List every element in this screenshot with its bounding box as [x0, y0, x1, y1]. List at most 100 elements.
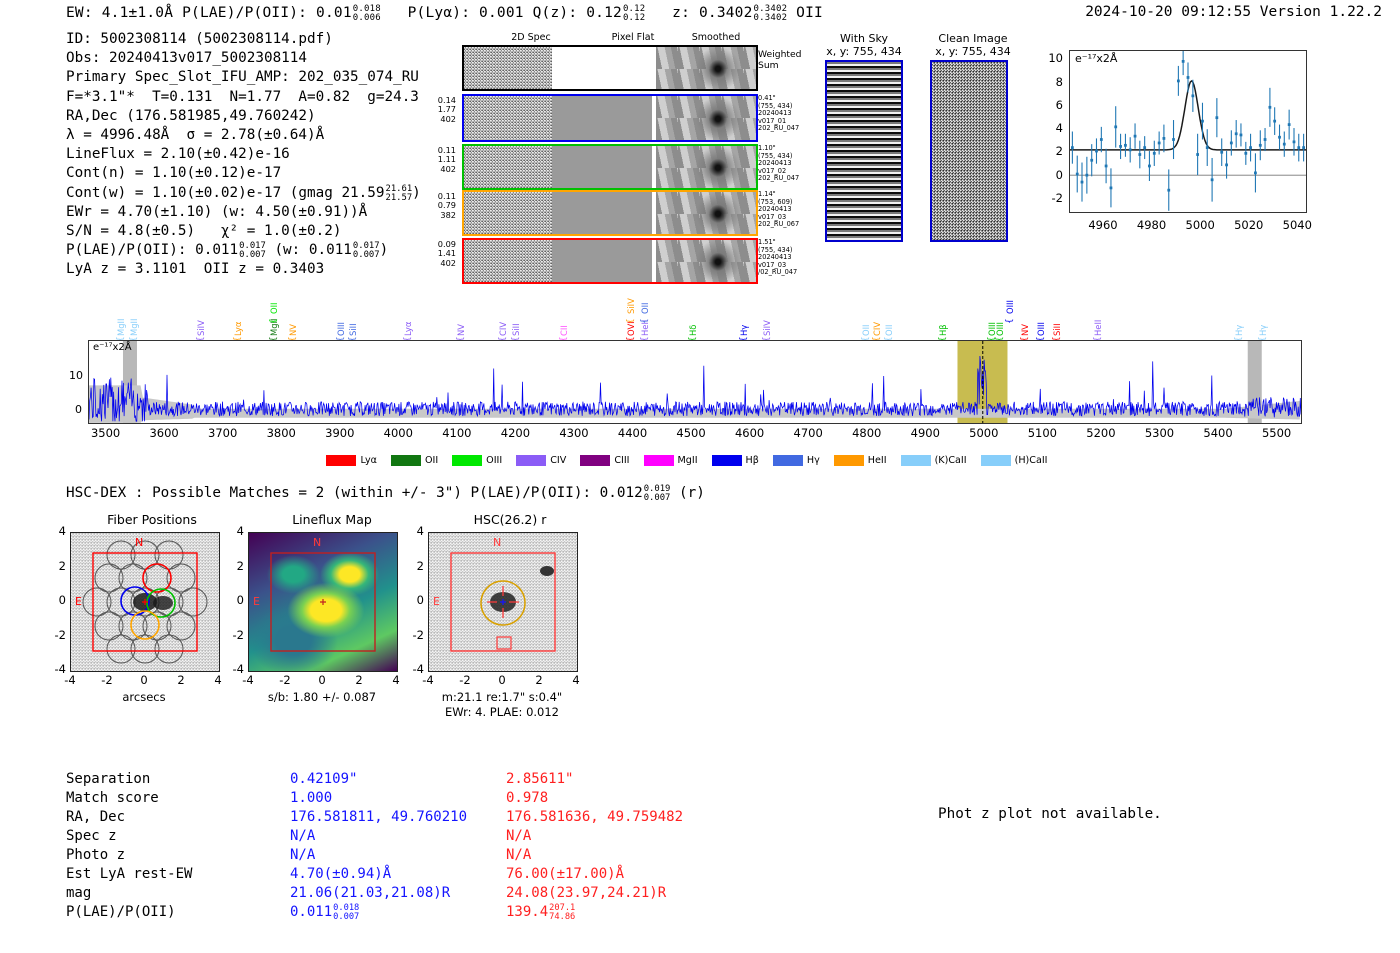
cutout-xtick: 0 [318, 673, 326, 687]
cutout-ytick: 4 [58, 524, 66, 538]
full-spectrum-ytick-0: 0 [75, 403, 82, 416]
spec2d-cell-pixelflat [552, 192, 652, 234]
cutout-caption-with-sky: With Sky x, y: 755, 434 [826, 32, 902, 58]
catalog-cell: N/A [506, 828, 532, 844]
emission-line-label: OII [639, 302, 650, 314]
zoom1d-svg [1070, 47, 1306, 211]
catalog-row-label: RA, Dec [66, 809, 126, 825]
header-ew-plae: EW: 4.1±1.0Å P(LAE)/P(OII): 0.01 [66, 4, 352, 21]
cutout-ytick: -4 [54, 662, 66, 676]
full-spectrum-plot: e⁻¹⁷x2Å 10 0 [69, 340, 1302, 424]
emission-line-label: OII [860, 324, 871, 336]
info-line-redshifts: LyA z = 3.1101 OII z = 0.3403 [66, 261, 325, 278]
cutout-ytick: -2 [412, 627, 424, 642]
legend-item: Lyα [326, 454, 377, 466]
full-spectrum-xtick: 5200 [1086, 426, 1116, 440]
legend-swatch [900, 454, 931, 466]
emission-line-label: CIV [497, 321, 508, 336]
zoom1d-xtick: 5020 [1234, 218, 1264, 232]
emission-line-brace: { [269, 318, 280, 324]
full-spectrum-svg [88, 341, 1302, 423]
lineflux-map-image [248, 532, 398, 672]
spec2d-weighted-sum-label: Weighted Sum [758, 49, 802, 71]
spec2d-row-stats: 0.11 0.79 382 [437, 191, 456, 220]
full-spectrum-flux-annotation: e⁻¹⁷x2Å [93, 342, 132, 353]
legend-item: CIII [580, 454, 630, 466]
emission-line-label: Lyα [402, 321, 413, 336]
catalog-cell: 0.42109" [290, 771, 358, 787]
catalog-row-labels: Separation Match score RA, Dec Spec z Photo … [66, 770, 192, 922]
legend-swatch [390, 454, 421, 466]
info-plae-errors-w: 0.017 0.007 [352, 241, 380, 261]
hscdex-plae-errors: 0.019 0.007 [643, 484, 671, 503]
legend-item: MgII [643, 454, 698, 466]
lineflux-compass-east: E [253, 595, 260, 608]
cutout-xtick: 4 [214, 673, 222, 687]
cutout-image-with-sky [825, 60, 903, 242]
cutout-xtick: 4 [572, 673, 580, 687]
spec2d-row-meta: 1.51" (755, 434) 20240413 v017_03/02_RU_047 [758, 238, 798, 277]
zoom1d-xtick: 4960 [1088, 218, 1118, 232]
legend-label: (H)CaII [1014, 454, 1048, 466]
spec2d-cell-2dspec [464, 192, 552, 234]
full-spectrum-xtick: 4300 [559, 426, 589, 440]
emission-line-label: Lyα [233, 321, 244, 336]
catalog-row-label: P(LAE)/P(OII) [66, 904, 176, 920]
zoomed-1d-spectrum-plot: e⁻¹⁷x2Å -2 0 2 4 6 8 10 4960 4980 5000 5020 5040 [1035, 40, 1312, 245]
zoom1d-xtick: 5000 [1185, 218, 1215, 232]
catalog-match-1: 0.42109" 1.000 176.581811, 49.760210 N/A N/A… [290, 770, 467, 922]
emission-line-label: OII [269, 302, 280, 314]
spec2d-cell-2dspec [464, 240, 552, 282]
emission-line-brace: { [1004, 318, 1015, 324]
legend-label: OIII [486, 454, 503, 466]
timestamp-version: 2024-10-20 09:12:55 Version 1.22.2 [1085, 4, 1382, 20]
emission-line-label: OII [884, 324, 895, 336]
full-spectrum-xtick: 3600 [149, 426, 179, 440]
info-line-flags: F=*3.1"* T=0.131 N=1.77 A=0.82 g=24.3 [66, 88, 419, 105]
spec2d-row-meta: 1.14" (753, 609) 20240413 v017_03 202_RU_067 [758, 190, 800, 229]
cutout-ytick: 4 [236, 524, 244, 538]
spec2d-montage: 2D Spec Pixel Flat Smoothed Weighted Sum… [410, 32, 802, 284]
emission-line-label: Hγ [738, 324, 749, 336]
hscdex-header: HSC-DEX : Possible Matches = 2 (within +… [66, 484, 705, 503]
hsc-r-image [428, 532, 578, 672]
catalog-cell: 176.581636, 49.759482 [506, 809, 684, 825]
full-spectrum-xtick: 4500 [676, 426, 706, 440]
cutout-xtick: 4 [392, 673, 400, 687]
fiber-compass-north: N [135, 536, 144, 549]
spec2d-cell-pixelflat [552, 240, 652, 282]
spec2d-col-title-smoothed: Smoothed [691, 32, 741, 43]
catalog-cell: 76.00(±17.00)Å [506, 866, 625, 882]
panel-title-lineflux-map: Lineflux Map [292, 512, 372, 527]
cutout-xtick: -2 [279, 673, 291, 687]
cutout-ytick: -4 [232, 662, 244, 676]
full-spectrum-x-axis: 3500 3600 3700 3800 3900 4000 4100 4200 4300 4400… [88, 424, 1300, 446]
info-line-plae: P(LAE)/P(OII): 0.011 0.017 0.007 (w: 0.011… [66, 241, 389, 261]
cutout-xtick: -4 [242, 673, 254, 687]
info-line-lambda: λ = 4996.48Å σ = 2.78(±0.64)Å [66, 127, 325, 144]
emission-line-label: CII [559, 325, 570, 336]
spec2d-col-title-2dspec: 2D Spec [511, 32, 551, 43]
legend-label: MgII [677, 454, 698, 466]
cutout-ytick: 4 [416, 524, 424, 538]
photz-note: Phot z plot not available. [938, 806, 1162, 822]
fiber-compass-east: E [75, 595, 82, 608]
spec2d-cell-gap [652, 96, 656, 140]
spec2d-cell-gap [652, 47, 656, 89]
emission-line-label: NV [455, 324, 466, 336]
catalog-cell: 1.000 [290, 790, 333, 806]
hsc-r-xlabel: m:21.1 re:1.7" s:0.4" [441, 690, 563, 704]
lineflux-map-xlabel: s/b: 1.80 +/- 0.087 [267, 690, 377, 704]
zoom1d-ytick: 4 [1055, 121, 1063, 136]
catalog-cell: 0.978 [506, 790, 549, 806]
full-spectrum-line-labels: MgII{MgII{SiIV{Lyα{MgII{OII{NV{OIII{SiII… [88, 278, 1300, 342]
cutout-caption-clean-image: Clean Image x, y: 755, 434 [935, 32, 1011, 58]
cutout-ytick: 0 [236, 593, 244, 607]
emission-line-label: SiII [348, 323, 359, 336]
emission-line-brace: { [639, 318, 650, 324]
lineflux-map-overlay [270, 552, 376, 652]
cutout-xtick: -2 [459, 673, 471, 687]
emission-line-label: OIII [1004, 299, 1015, 314]
full-spectrum-xtick: 4400 [617, 426, 648, 440]
info-line-cont-w: Cont(w) = 1.10(±0.02)e-17 (gmag 21.59 21.… [66, 183, 421, 203]
